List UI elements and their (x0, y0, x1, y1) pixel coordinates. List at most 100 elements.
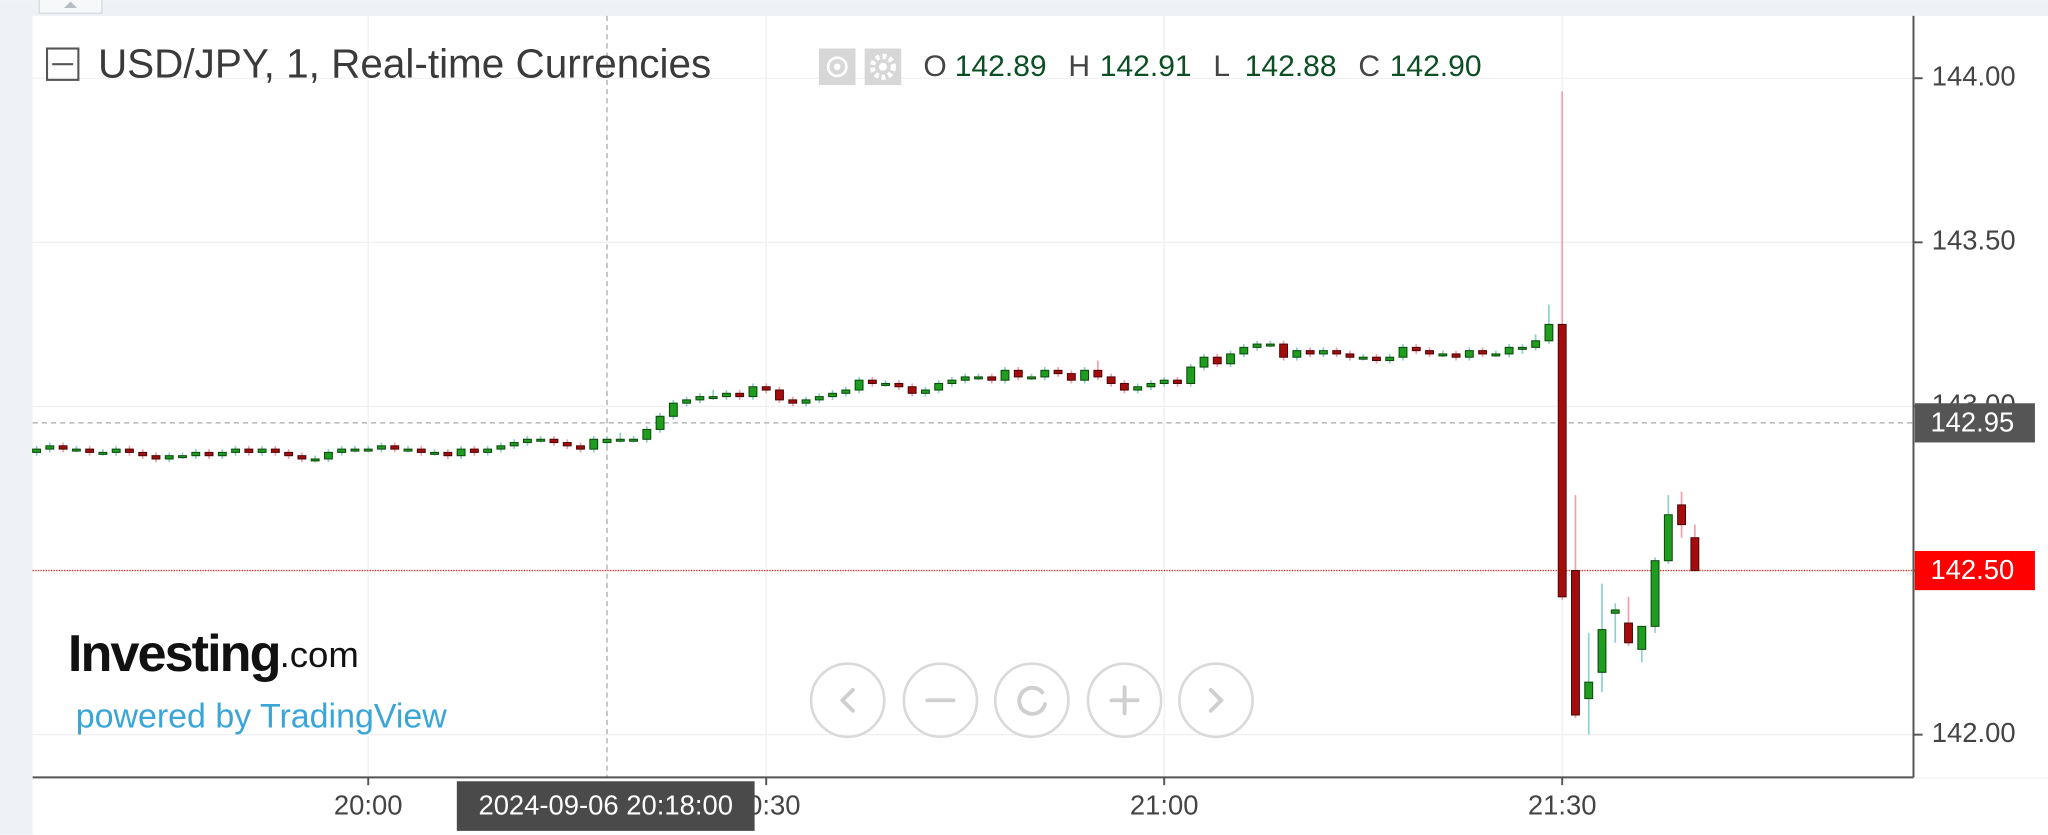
axis-labels: 142.00142.50143.00143.50144.0020:0020:30… (334, 60, 2016, 820)
x-tick-label: 20:00 (334, 790, 403, 821)
crosshair-price-label: 142.95 (1930, 406, 2014, 437)
candle-body (456, 448, 466, 457)
candle-body (642, 428, 652, 440)
chart-title: USD/JPY, 1, Real-time Currencies (98, 40, 711, 86)
crosshair-labels: 142.95 142.50 2024-09-06 20:18:00 (456, 403, 2035, 831)
candle-body (138, 451, 148, 457)
ohlc-label: L (1213, 50, 1230, 83)
reset-button[interactable] (993, 662, 1070, 739)
visibility-icon (826, 56, 848, 78)
candle-body (894, 382, 904, 388)
candle-body (1173, 379, 1182, 384)
logo: Investing.com (68, 625, 359, 683)
crosshair-price-box (1914, 403, 2035, 443)
candle-body (536, 438, 546, 442)
candle-body (1292, 350, 1302, 358)
candle-body (522, 438, 532, 444)
candle-body (1199, 356, 1209, 368)
candle-body (721, 392, 731, 398)
zoom-in-icon (1109, 685, 1140, 716)
price-lines (32, 15, 1914, 778)
candle-body (1504, 346, 1514, 355)
collapse-icon[interactable] (45, 47, 80, 81)
candle-body (708, 396, 718, 400)
candle-body (98, 451, 108, 455)
candle-body (828, 392, 837, 398)
candle-body (204, 451, 214, 457)
candle-body (934, 382, 944, 391)
candle-body (111, 448, 121, 453)
candle-body (403, 448, 413, 452)
candle-body (1677, 504, 1687, 526)
ohlc-label: O (923, 50, 946, 83)
candle-body (867, 379, 877, 384)
last-price-label: 142.50 (1930, 554, 2014, 585)
candle-body (1265, 343, 1275, 347)
candle-body (1531, 340, 1541, 348)
candle-body (1146, 382, 1156, 388)
candle-body (469, 448, 479, 453)
candle-body (284, 451, 294, 457)
candle-body (297, 455, 307, 460)
candle-body (1252, 343, 1262, 348)
candle-body (1491, 353, 1501, 357)
crosshair-time-box (456, 781, 755, 831)
candle-body (1027, 376, 1036, 380)
candle-body (748, 386, 758, 398)
crosshair-time-label: 2024-09-06 20:18:00 (478, 790, 733, 821)
candle-body (483, 448, 493, 453)
candle-body (71, 448, 81, 452)
candle-body (1013, 369, 1023, 378)
scroll-left-button[interactable] (809, 662, 886, 739)
candle-body (947, 379, 957, 384)
candle-body (1239, 346, 1249, 355)
scroll-right-button[interactable] (1178, 662, 1254, 739)
candle-body (1133, 386, 1143, 391)
candle-body (682, 399, 692, 404)
candle-body (960, 376, 970, 381)
candle-body (1624, 622, 1633, 644)
candle-body (1332, 350, 1342, 355)
candle-body (589, 438, 599, 450)
candle-body (1425, 350, 1434, 355)
candle-body (1226, 353, 1235, 365)
candles (32, 91, 1700, 735)
candle-body (1318, 350, 1328, 355)
candle-body (1464, 350, 1474, 358)
candle-body (191, 451, 201, 457)
candle-body (1305, 350, 1315, 355)
candle-body (1411, 346, 1421, 352)
candle-body (350, 448, 360, 452)
ohlc-value: 142.91 (1100, 50, 1192, 83)
candle-body (814, 396, 824, 401)
candle-body (629, 438, 638, 442)
candle-body (1279, 343, 1289, 358)
candle-body (1385, 356, 1395, 362)
candle-body (416, 448, 426, 453)
candle-body (85, 448, 95, 453)
candle-body (443, 451, 453, 457)
candle-body (1159, 379, 1169, 384)
candle-body (1690, 537, 1700, 572)
candle-body (1080, 369, 1090, 381)
ohlc-value: 142.90 (1390, 50, 1482, 83)
candle-body (1345, 353, 1355, 358)
ohlc-label: C (1358, 50, 1380, 83)
visibility-icon-pupil (833, 63, 841, 71)
logo-name: Investing (68, 625, 280, 683)
candle-body (310, 458, 320, 462)
candle-body (32, 448, 42, 453)
scroll-left-icon (839, 687, 855, 713)
candle-body (1637, 625, 1647, 650)
candle-body (602, 438, 612, 444)
candle-body (655, 415, 665, 430)
candle-body (1093, 369, 1103, 378)
candle-body (151, 455, 161, 460)
y-tick-label: 143.50 (1932, 225, 2016, 256)
candle-body (1517, 346, 1527, 350)
candle-body (576, 445, 585, 450)
candle-body (1106, 376, 1116, 384)
candle-body (217, 451, 227, 457)
time-axis (32, 778, 2048, 835)
x-tick-label: 21:30 (1528, 790, 1597, 821)
